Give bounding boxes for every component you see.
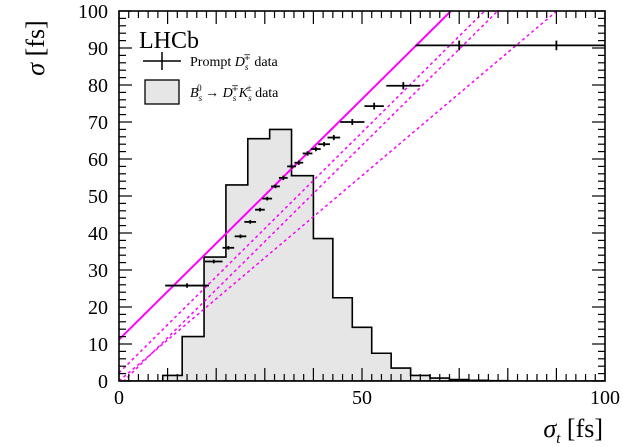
y-tick-label: 10 [88, 334, 108, 356]
data-point [255, 207, 265, 212]
data-point [318, 141, 330, 147]
x-tick-label: 50 [352, 387, 372, 409]
fit-lines [119, 11, 558, 381]
legend-entry-bs: Bs0 → Ds∓Ks± data [144, 79, 279, 105]
legend: Prompt Ds∓ data Bs0 → Ds∓Ks± data [143, 52, 279, 105]
data-point [502, 40, 605, 51]
histogram [119, 128, 605, 381]
tick-labels: 0 50 100 0 10 20 30 40 50 60 70 80 90 100 [78, 1, 620, 409]
y-tick-label: 80 [88, 75, 108, 97]
data-point [271, 184, 280, 189]
data-point [294, 160, 304, 165]
data-point [278, 175, 288, 181]
y-tick-label: 70 [88, 112, 108, 134]
axes [118, 10, 606, 382]
fit-line-dashed [119, 11, 558, 381]
histogram-outline [119, 128, 605, 381]
data-point [386, 82, 421, 90]
data-point [205, 259, 223, 264]
data-point [165, 283, 209, 288]
data-point [234, 234, 247, 239]
data-point [340, 119, 365, 125]
experiment-label: LHCb [139, 28, 199, 54]
x-axis-title: σt [fs] [543, 414, 603, 447]
data-point [302, 151, 313, 156]
y-tick-label: 90 [88, 38, 108, 60]
y-axis-title: σ [fs] [21, 20, 50, 75]
data-point [222, 245, 235, 250]
y-tick-label: 0 [98, 371, 108, 393]
fit-line-solid [119, 11, 453, 341]
prompt-data-points [165, 40, 605, 288]
legend-box-bs [144, 79, 180, 105]
y-tick-label: 100 [78, 1, 108, 23]
data-point [415, 40, 503, 51]
y-tick-label: 40 [88, 223, 108, 245]
legend-label-prompt: Prompt Ds∓ data [190, 52, 279, 72]
y-tick-label: 50 [88, 186, 108, 208]
legend-entry-prompt: Prompt Ds∓ data [143, 52, 279, 72]
data-point [327, 134, 341, 141]
data-point [310, 146, 321, 152]
y-tick-label: 20 [88, 297, 108, 319]
data-point [364, 102, 384, 110]
y-tick-label: 30 [88, 260, 108, 282]
y-tick-label: 60 [88, 149, 108, 171]
x-tick-label: 0 [114, 387, 124, 409]
data-point [262, 196, 273, 201]
x-tick-label: 100 [590, 387, 620, 409]
data-point [244, 220, 257, 224]
data-point [287, 164, 296, 169]
legend-label-bs: Bs0 → Ds∓Ks± data [190, 83, 279, 103]
